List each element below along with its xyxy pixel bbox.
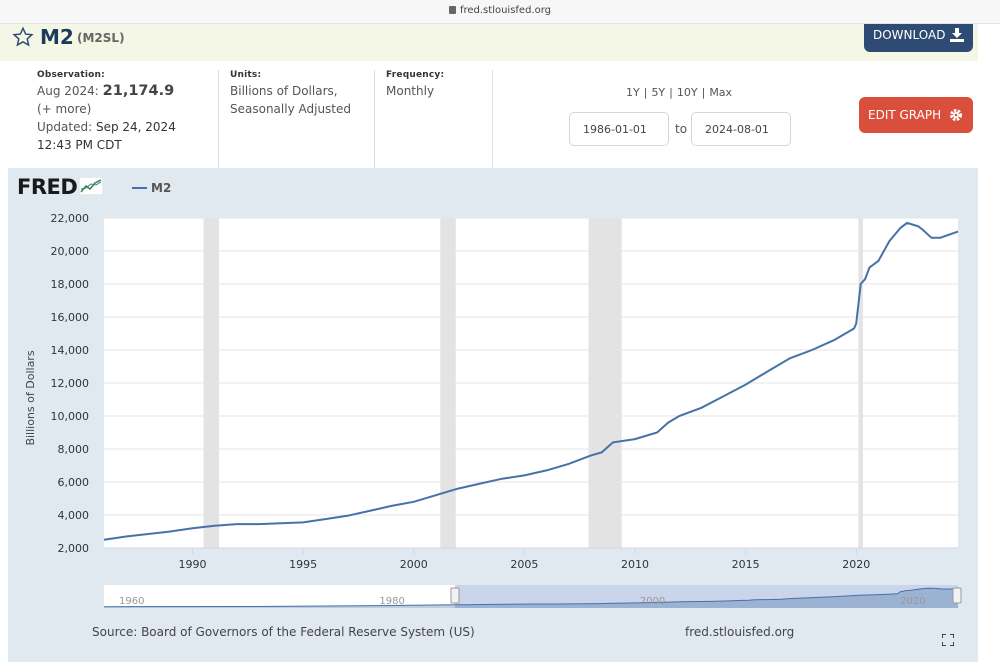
observation-value: 21,174.9 <box>102 83 175 99</box>
source-url[interactable]: fred.stlouisfed.org <box>685 625 795 639</box>
x-tick-label: 2000 <box>400 558 428 571</box>
units-label: Units: <box>230 70 262 80</box>
updated-time: 12:43 PM CDT <box>37 138 122 152</box>
download-icon <box>950 28 964 42</box>
edit-graph-label: EDIT GRAPH <box>868 108 942 122</box>
frequency-panel: Frequency: Monthly <box>386 70 444 100</box>
navigator-label: 2020 <box>900 596 925 607</box>
download-label: DOWNLOAD <box>873 28 946 42</box>
observation-label: Observation: <box>37 70 105 80</box>
navigator-background <box>104 585 958 608</box>
y-tick-label: 6,000 <box>58 476 90 489</box>
y-tick-label: 20,000 <box>51 245 90 258</box>
y-tick-label: 2,000 <box>58 542 90 555</box>
lock-icon <box>448 6 456 14</box>
units-value-1: Billions of Dollars, <box>230 84 338 98</box>
url-label: fred.stlouisfed.org <box>459 5 552 16</box>
range-5y[interactable]: 5Y <box>651 86 666 99</box>
navigator-area <box>104 588 958 608</box>
navigator-handle[interactable] <box>450 587 460 604</box>
x-tick-label: 1990 <box>178 558 206 571</box>
y-tick-label: 16,000 <box>51 311 90 324</box>
date-to-label: to <box>675 122 688 136</box>
range-max[interactable]: Max <box>709 86 733 99</box>
y-axis-title: Billions of Dollars <box>24 350 37 445</box>
units-value-2: Seasonally Adjusted <box>230 102 352 116</box>
y-tick-label: 18,000 <box>51 278 90 291</box>
fullscreen-icon[interactable] <box>941 631 955 650</box>
browser-address-bar[interactable]: fred.stlouisfed.org <box>0 0 1000 24</box>
range-selector: 1Y | 5Y | 10Y | Max <box>626 86 732 99</box>
chart-legend: M2 <box>132 181 171 195</box>
navigator-handle[interactable] <box>952 587 962 604</box>
divider <box>218 70 219 168</box>
x-tick-label: 2015 <box>732 558 760 571</box>
series-code: (M2SL) <box>77 31 125 45</box>
updated-label: Updated: <box>37 120 93 134</box>
frequency-value: Monthly <box>386 84 435 98</box>
y-tick-label: 12,000 <box>51 377 90 390</box>
frequency-label: Frequency: <box>386 70 445 80</box>
navigator-label: 2000 <box>640 596 665 607</box>
fred-logo-graph-icon <box>78 176 104 196</box>
range-10y[interactable]: 10Y <box>676 86 698 99</box>
more-observations-link[interactable]: (+ more) <box>37 102 92 116</box>
gear-icon <box>950 109 962 121</box>
legend-series-name: M2 <box>151 181 172 195</box>
url-text[interactable]: fred.stlouisfed.org <box>0 5 1000 16</box>
download-button[interactable]: DOWNLOAD <box>864 24 973 52</box>
source-text: Source: Board of Governors of the Federa… <box>92 625 475 639</box>
star-icon[interactable] <box>12 26 34 52</box>
updated-date: Sep 24, 2024 <box>95 120 176 134</box>
x-tick-label: 2005 <box>510 558 538 571</box>
range-1y[interactable]: 1Y <box>626 86 640 99</box>
x-tick-label: 1995 <box>289 558 317 571</box>
units-panel: Units: Billions of Dollars, Seasonally A… <box>230 70 351 118</box>
legend-swatch <box>132 187 147 189</box>
observation-period: Aug 2024: <box>37 84 99 98</box>
range-separator: | <box>701 86 706 99</box>
series-line-m2 <box>103 221 959 541</box>
x-tick-label: 2010 <box>621 558 649 571</box>
x-tick-label: 2020 <box>842 558 870 571</box>
series-title: M2 <box>40 25 74 49</box>
y-tick-label: 22,000 <box>51 212 90 225</box>
y-tick-label: 8,000 <box>58 443 90 456</box>
observation-panel: Observation: Aug 2024: 21,174.9 (+ more)… <box>37 70 176 154</box>
navigator-line <box>103 587 959 608</box>
divider <box>492 70 493 168</box>
fred-logo-text: FRED <box>17 175 78 199</box>
navigator-label: 1980 <box>379 596 404 607</box>
divider <box>374 70 375 168</box>
range-separator: | <box>669 86 673 99</box>
fred-logo: FRED <box>17 175 104 199</box>
end-date-input[interactable]: 2024-08-01 <box>691 112 791 146</box>
series-header: M2 (M2SL) <box>0 24 978 61</box>
y-tick-label: 14,000 <box>51 344 90 357</box>
navigator-label: 1960 <box>119 596 144 607</box>
y-tick-label: 10,000 <box>51 410 90 423</box>
edit-graph-button[interactable]: EDIT GRAPH <box>859 97 973 133</box>
navigator-selection <box>455 585 958 608</box>
y-tick-label: 4,000 <box>58 509 90 522</box>
range-separator: | <box>643 86 648 99</box>
start-date-input[interactable]: 1986-01-01 <box>569 112 669 146</box>
